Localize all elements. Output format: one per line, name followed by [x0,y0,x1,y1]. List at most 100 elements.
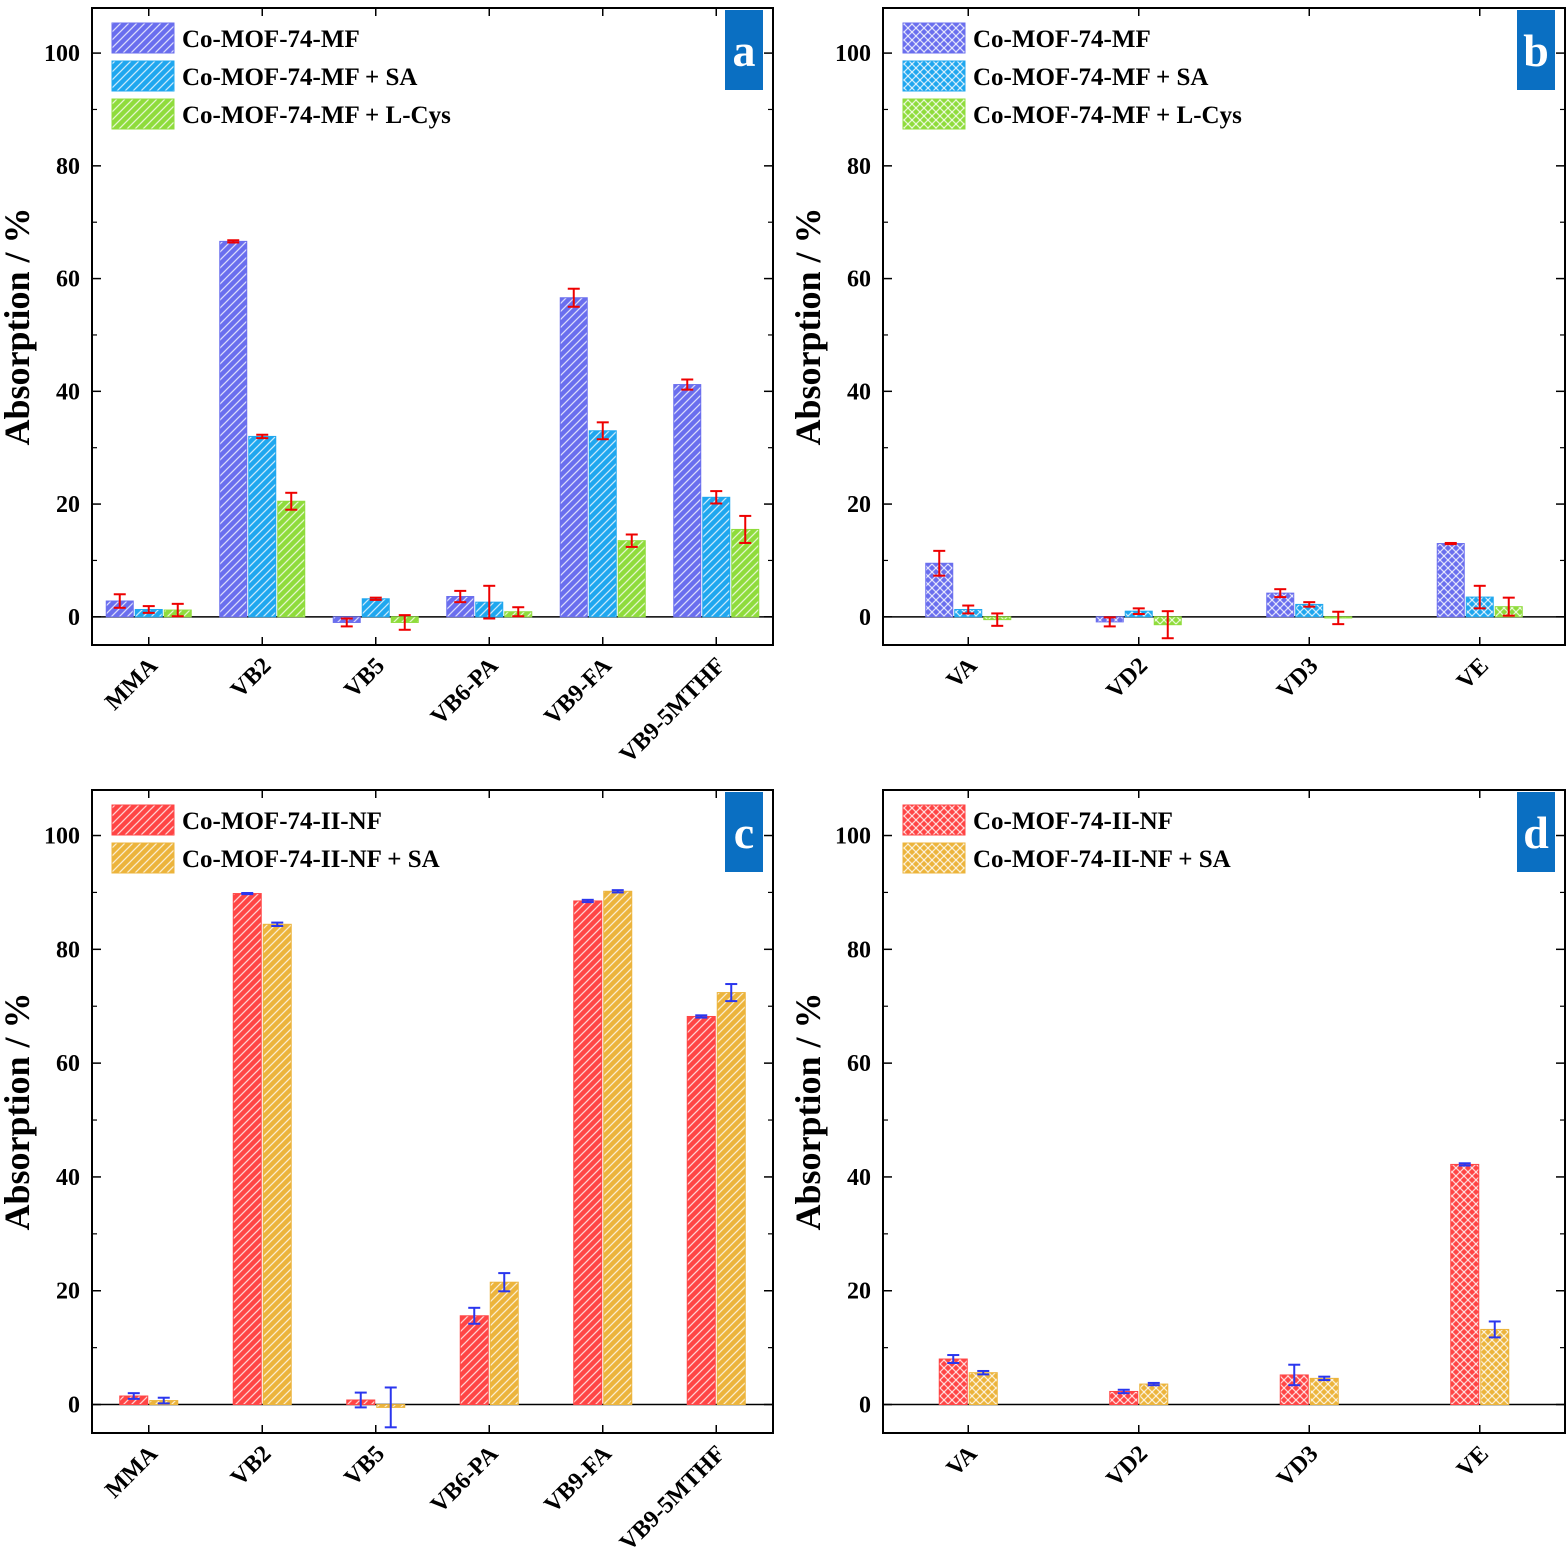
bar-a-s1-c4 [588,430,617,618]
legend-label: Co-MOF-74-MF [182,26,360,53]
plot-frame [91,7,774,646]
bar-d-s0-c0 [938,1358,968,1406]
legend-swatch [111,842,175,874]
bar-a-s2-c4 [617,540,646,618]
x-category-label: VE [1452,1441,1494,1483]
y-tick-label: 60 [56,267,80,293]
legend-label: Co-MOF-74-II-NF [182,808,382,835]
y-tick-label: 80 [847,154,871,180]
bar-d-s0-c3 [1450,1163,1480,1406]
chart-panel-d: 0 20 40 60 80 100 Absorption / % VA VD2 VD3 VE Co-M… [788,789,1566,1492]
y-tick-label: 40 [847,379,871,405]
y-axis-title: Absorption / % [0,207,37,445]
bar-d-s1-c3 [1480,1328,1510,1406]
legend-label: Co-MOF-74-II-NF + SA [182,846,440,873]
x-category-label: VA [942,652,983,693]
y-tick-label: 60 [847,1051,871,1077]
y-tick-label: 80 [56,154,80,180]
x-category-label: VB6-PA [426,652,504,730]
legend-label: Co-MOF-74-MF + L-Cys [973,102,1242,129]
y-tick-label: 40 [56,379,80,405]
x-category-label: VD3 [1272,1441,1323,1492]
legend-swatch [902,842,966,874]
bar-d-s1-c0 [968,1372,998,1406]
y-tick-label: 80 [847,937,871,963]
bar-d-s1-c2 [1309,1377,1339,1406]
legend-swatch [902,22,966,54]
legend-label: Co-MOF-74-MF + SA [182,64,418,91]
legend-swatch [902,804,966,836]
legend-swatch [111,804,175,836]
chart-panel-c: 0 20 40 60 80 100 Absorption / % MMA VB2 VB5 VB6-P… [0,789,774,1556]
x-category-label: VD2 [1102,1441,1153,1492]
panel-badge [725,792,763,872]
y-tick-label: 0 [859,1393,871,1419]
chart-panel-a: 0 20 40 60 80 100 Absorption / % MMA VB2 VB5 VB6-P… [0,7,774,768]
legend-swatch [111,98,175,130]
x-category-label: VB9-FA [540,652,618,730]
x-category-label: VB9-5MTHF [615,653,730,768]
panel-letter: a [733,25,756,76]
y-tick-label: 40 [847,1165,871,1191]
panel-badge [725,10,763,90]
legend-swatch [111,22,175,54]
y-tick-label: 20 [847,492,871,518]
x-category-label: VD2 [1102,653,1153,704]
bar-a-s2-c5 [731,528,760,618]
y-tick-label: 80 [56,937,80,963]
bar-a-s1-c1 [248,435,277,618]
bar-c-s0-c5 [686,1015,716,1406]
bar-a-s1-c2 [361,598,390,618]
y-tick-label: 60 [847,267,871,293]
y-tick-label: 100 [835,824,871,850]
y-tick-label: 60 [56,1051,80,1077]
x-category-label: VB2 [226,653,276,703]
bar-a-s0-c4 [559,297,588,618]
x-category-label: VD3 [1272,653,1323,704]
y-tick-label: 20 [56,492,80,518]
panel-letter: c [734,807,754,858]
plot-frame [91,789,774,1434]
bar-a-s1-c5 [702,496,731,618]
y-axis-title: Absorption / % [788,992,828,1230]
y-tick-label: 100 [44,824,80,850]
y-tick-label: 40 [56,1165,80,1191]
legend-label: Co-MOF-74-MF + SA [973,64,1209,91]
y-axis-title: Absorption / % [788,207,828,445]
x-category-label: VE [1452,653,1494,695]
y-tick-label: 20 [56,1279,80,1305]
bar-c-s0-c3 [459,1315,489,1406]
panel-letter: b [1523,25,1549,76]
x-category-label: VB5 [340,653,390,703]
y-tick-label: 20 [847,1279,871,1305]
bar-b-s0-c3 [1436,543,1465,618]
y-tick-label: 0 [859,605,871,631]
bar-c-s1-c3 [489,1281,519,1406]
bar-c-s1-c5 [716,992,746,1406]
bar-c-s1-c4 [603,890,633,1406]
legend-label: Co-MOF-74-MF + L-Cys [182,102,451,129]
bar-d-s1-c1 [1139,1383,1169,1406]
bar-c-s1-c1 [262,923,292,1406]
x-category-label: VB9-FA [540,1440,618,1518]
x-category-label: VB2 [226,1441,276,1491]
bar-a-s2-c1 [277,500,306,618]
legend-swatch [902,98,966,130]
legend-label: Co-MOF-74-II-NF + SA [973,846,1231,873]
plot-frame [882,789,1566,1434]
chart-panel-b: 0 20 40 60 80 100 Absorption / % VA VD2 VD3 VE Co-M… [788,7,1566,704]
legend-swatch [111,60,175,92]
legend-label: Co-MOF-74-II-NF [973,808,1173,835]
y-tick-label: 100 [835,41,871,67]
bar-c-s0-c1 [232,893,262,1406]
bar-c-s0-c4 [573,900,603,1406]
bar-a-s0-c5 [673,384,702,618]
legend-label: Co-MOF-74-MF [973,26,1151,53]
panel-letter: d [1523,807,1549,858]
bar-a-s0-c1 [219,240,248,618]
x-category-label: VB6-PA [426,1440,504,1518]
y-tick-label: 0 [68,1393,80,1419]
plot-frame [882,7,1566,646]
x-category-label: MMA [100,652,163,715]
